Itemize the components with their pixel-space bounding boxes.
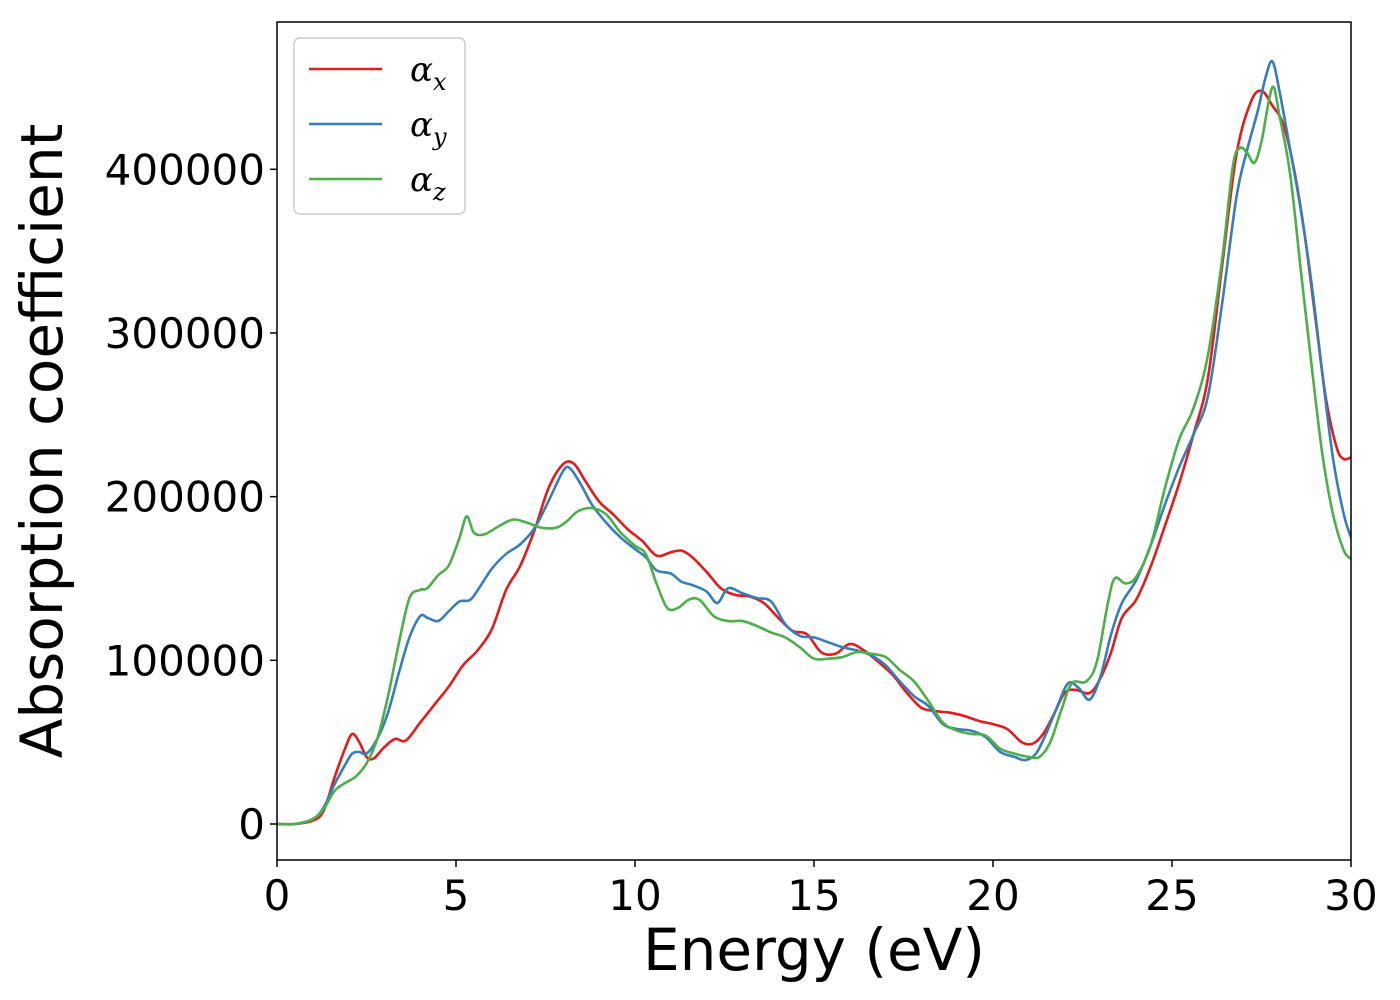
y-axis-label: Absorption coefficient xyxy=(8,124,76,759)
y-tick-label: 300000 xyxy=(105,309,265,358)
series-line-alpha-y xyxy=(277,59,1351,826)
x-tick-label: 5 xyxy=(443,871,470,920)
y-tick-label: 400000 xyxy=(105,145,265,194)
legend-label-symbol: α xyxy=(410,105,433,145)
x-tick-label: 0 xyxy=(264,871,291,920)
x-tick-label: 25 xyxy=(1145,871,1198,920)
x-axis-label: Energy (eV) xyxy=(643,916,985,984)
legend-label-symbol: α xyxy=(410,160,433,200)
legend-label-symbol: α xyxy=(410,50,433,90)
y-tick-label: 100000 xyxy=(105,636,265,685)
legend-label-alpha-x: αx xyxy=(410,50,447,96)
y-axis-ticks: 0 100000 200000 300000 400000 xyxy=(105,145,277,849)
legend-label-alpha-y: αy xyxy=(410,105,447,151)
legend-label-subscript: y xyxy=(432,123,447,151)
legend-label-subscript: z xyxy=(432,178,446,206)
legend-label-alpha-z: αz xyxy=(410,160,446,206)
x-tick-label: 20 xyxy=(966,871,1019,920)
y-tick-label: 200000 xyxy=(105,473,265,522)
legend-label-subscript: x xyxy=(433,68,447,96)
x-tick-label: 10 xyxy=(608,871,661,920)
x-tick-label: 30 xyxy=(1324,871,1377,920)
series-line-alpha-x xyxy=(277,89,1351,826)
x-tick-label: 15 xyxy=(787,871,840,920)
series-line-alpha-z xyxy=(277,85,1351,826)
y-tick-label: 0 xyxy=(238,800,265,849)
series-layer xyxy=(277,59,1351,826)
legend-box xyxy=(293,37,466,215)
x-axis-ticks: 0 5 10 15 20 25 30 xyxy=(264,860,1378,920)
